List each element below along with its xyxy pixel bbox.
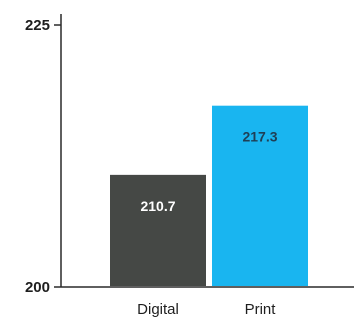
data-label-digital: 210.7	[140, 198, 175, 214]
x-tick-label-digital: Digital	[137, 301, 179, 318]
x-tick-label-print: Print	[245, 301, 277, 318]
bar-print	[212, 105, 308, 286]
bar-digital	[110, 174, 206, 286]
data-labels: 210.7 217.3	[140, 129, 277, 214]
y-ticks: 200 225	[25, 17, 61, 296]
y-tick-label: 225	[25, 17, 50, 34]
x-tick-labels: Digital Print	[137, 301, 276, 318]
bars	[110, 105, 308, 286]
y-tick-label: 200	[25, 279, 50, 296]
data-label-print: 217.3	[242, 129, 277, 145]
